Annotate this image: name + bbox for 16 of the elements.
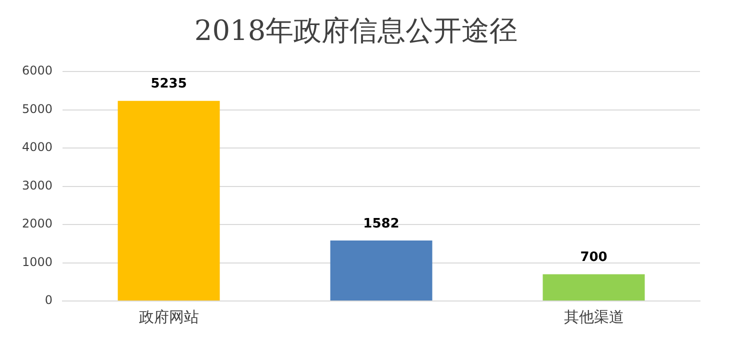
x-tick-label: 政府网站 (138, 308, 199, 326)
y-tick-label: 0 (44, 293, 53, 308)
chart-title: 2018年政府信息公开途径 (194, 14, 518, 48)
data-label: 700 (580, 250, 608, 266)
bar (330, 240, 432, 300)
y-tick-label: 6000 (22, 64, 53, 78)
y-tick-label: 4000 (22, 140, 53, 154)
y-tick-label: 1000 (22, 254, 53, 269)
bar (542, 274, 645, 300)
y-tick-label: 2000 (22, 216, 53, 231)
data-label: 5235 (150, 76, 187, 92)
bar (118, 100, 220, 300)
x-tick-label: 其他渠道 (564, 308, 624, 326)
y-tick-label: 5000 (22, 102, 53, 116)
y-tick-label: 3000 (22, 178, 53, 192)
data-label: 1582 (363, 216, 400, 232)
